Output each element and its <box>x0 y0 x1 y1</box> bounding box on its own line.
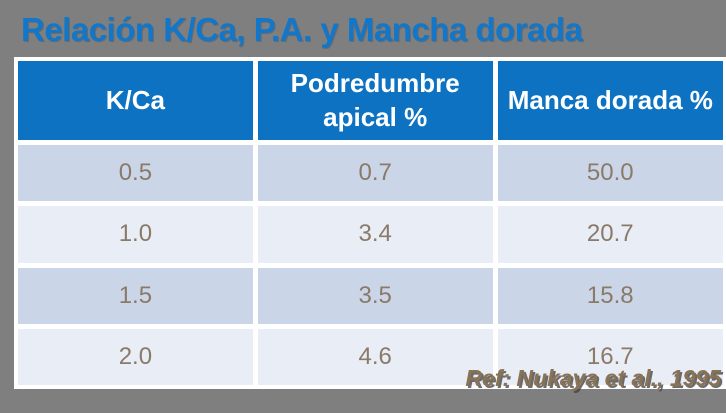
table-cell-r4-kca: 2.0 <box>18 328 253 385</box>
table-cell-r3-md: 15.8 <box>497 267 723 324</box>
column-header-manca-dorada: Manca dorada % <box>497 61 723 140</box>
table-cell-r1-md: 50.0 <box>497 145 723 202</box>
table-cell-r2-pa: 3.4 <box>257 206 493 263</box>
column-header-kca: K/Ca <box>18 61 253 140</box>
table-cell-r1-pa: 0.7 <box>257 145 493 202</box>
table-cell-r3-pa: 3.5 <box>257 267 493 324</box>
data-table: K/Ca Podredumbre apical % Manca dorada %… <box>14 57 726 389</box>
column-header-podredumbre-apical: Podredumbre apical % <box>257 61 493 140</box>
table-cell-r4-md: 16.7 <box>497 328 723 385</box>
table-cell-r2-kca: 1.0 <box>18 206 253 263</box>
table-cell-r4-pa: 4.6 <box>257 328 493 385</box>
table-cell-r2-md: 20.7 <box>497 206 723 263</box>
reference-citation: Ref: Nukaya et al., 1995 <box>465 365 721 391</box>
slide-title: Relación K/Ca, P.A. y Mancha dorada <box>21 11 583 48</box>
table-cell-r1-kca: 0.5 <box>18 145 253 202</box>
table-cell-r3-kca: 1.5 <box>18 267 253 324</box>
